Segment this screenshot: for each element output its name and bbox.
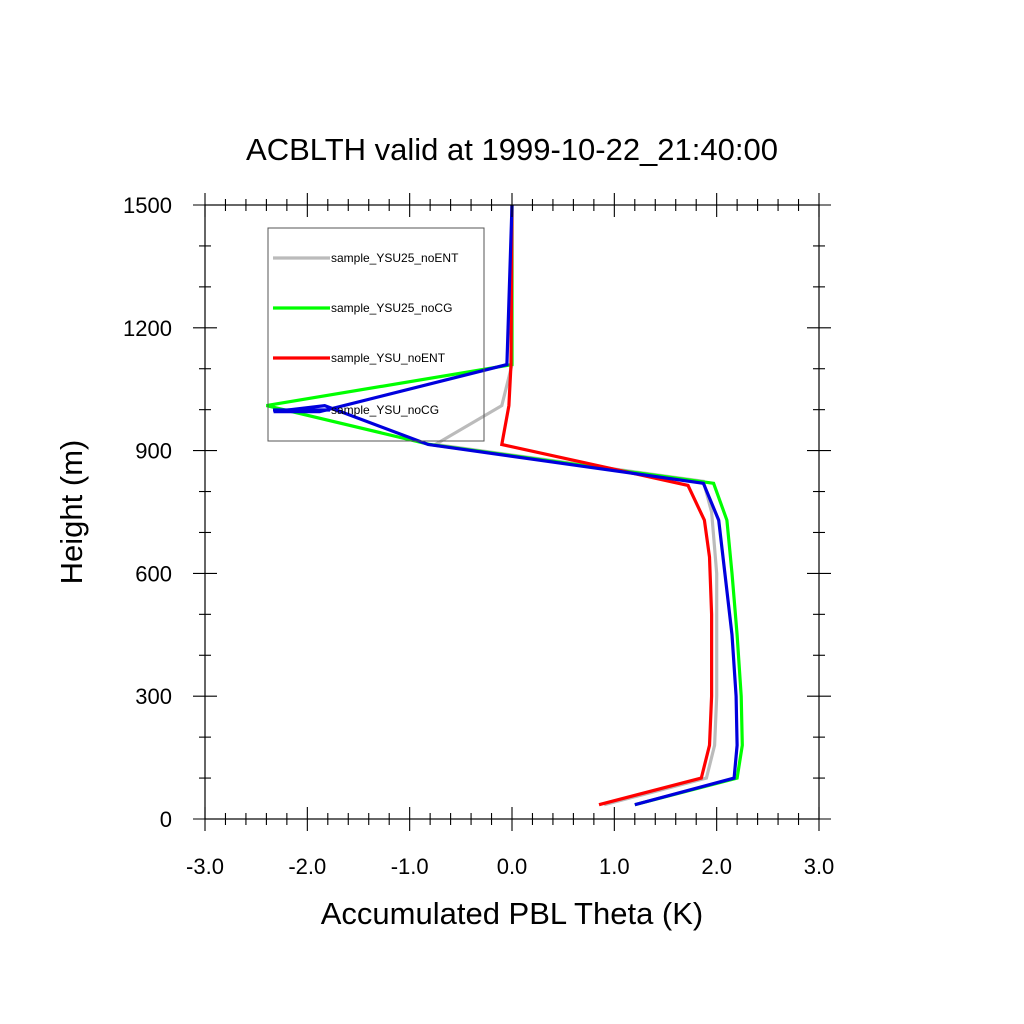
legend-label: sample_YSU25_noCG [331,301,452,315]
y-axis-label: Height (m) [54,440,89,585]
series-line-0 [430,205,719,807]
series-line-3 [273,204,739,807]
x-tick-label: 1.0 [599,854,630,879]
x-axis-label: Accumulated PBL Theta (K) [321,896,704,931]
y-tick-label: 0 [160,807,172,832]
x-tick-label: -3.0 [186,854,224,879]
x-tick-label: -1.0 [391,854,429,879]
x-tick-label: 2.0 [701,854,732,879]
x-tick-labels: -3.0 -2.0 -1.0 0.0 1.0 2.0 3.0 [186,854,834,879]
y-tick-label: 600 [135,561,172,586]
series-line-2 [499,204,714,807]
x-tick-label: 3.0 [804,854,835,879]
legend: sample_YSU25_noENT sample_YSU25_noCGsampl… [267,227,485,442]
y-tick-label: 300 [135,684,172,709]
legend-label: sample_YSU25_noENT [331,251,459,265]
y-tick-label: 1200 [123,316,172,341]
x-tick-label: 0.0 [497,854,528,879]
legend-label: sample_YSU_noCG [331,403,439,417]
y-tick-label: 900 [135,439,172,464]
plot-lines [266,204,744,807]
chart-title: ACBLTH valid at 1999-10-22_21:40:00 [246,132,778,167]
axis-ticks [193,193,831,831]
series-line-1 [266,205,744,807]
y-tick-labels: 0 300 600 900 1200 1500 [123,193,172,832]
legend-label: sample_YSU_noENT [331,351,446,365]
y-tick-label: 1500 [123,193,172,218]
x-tick-label: -2.0 [288,854,326,879]
legend-box [267,227,485,442]
